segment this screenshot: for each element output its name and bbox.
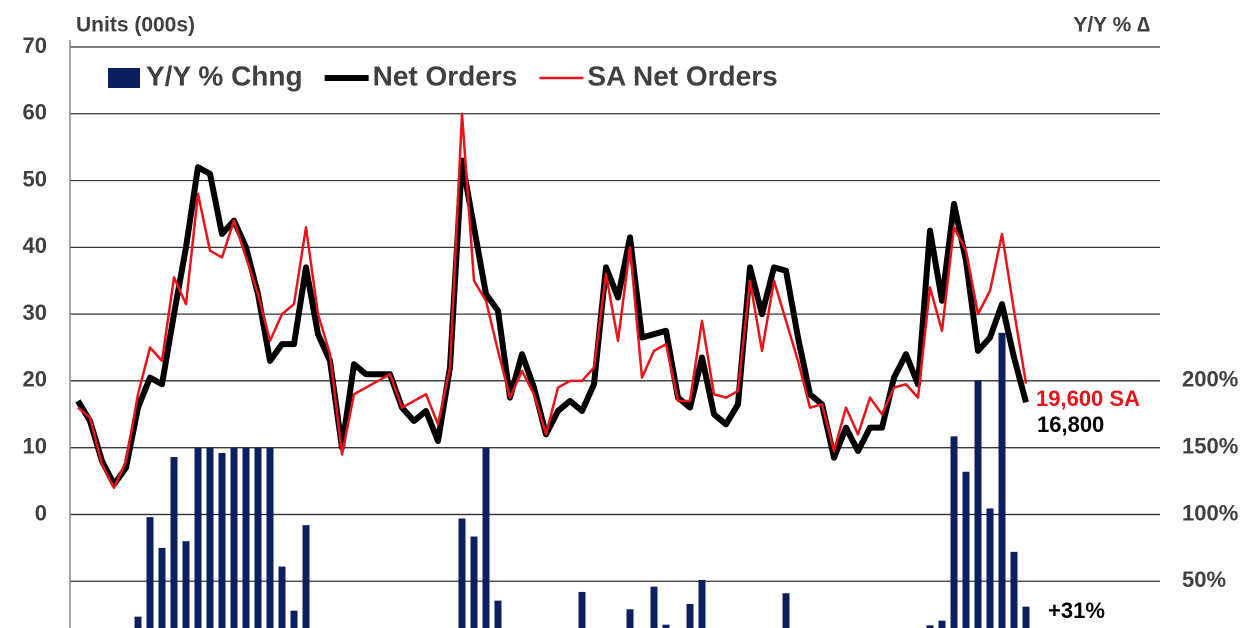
y2-tick-label: 150% bbox=[1182, 434, 1238, 459]
bar bbox=[1010, 551, 1018, 628]
y-tick-label: 50 bbox=[23, 166, 47, 191]
bar bbox=[662, 624, 670, 628]
bar bbox=[218, 453, 226, 628]
bar bbox=[650, 586, 658, 628]
bar bbox=[146, 517, 154, 628]
bar bbox=[1022, 606, 1030, 628]
bar bbox=[254, 447, 262, 628]
line-series bbox=[75, 157, 1029, 488]
bar bbox=[266, 447, 274, 628]
bar bbox=[482, 447, 490, 628]
bar bbox=[950, 436, 958, 628]
legend-label: Net Orders bbox=[373, 60, 518, 91]
y-tick-label: 20 bbox=[23, 367, 47, 392]
bar bbox=[134, 616, 142, 628]
bar bbox=[302, 525, 310, 628]
y-tick-label: 40 bbox=[23, 233, 47, 258]
y-tick-label: 70 bbox=[23, 33, 47, 58]
bar bbox=[194, 447, 202, 628]
line-series bbox=[77, 112, 1028, 490]
y-tick-label: 60 bbox=[23, 100, 47, 125]
y-tick-label: 10 bbox=[23, 434, 47, 459]
bar bbox=[242, 447, 250, 628]
bar bbox=[782, 593, 790, 628]
y-tick-label: 0 bbox=[35, 500, 47, 525]
data-label: 16,800 bbox=[1037, 412, 1104, 437]
bar bbox=[962, 471, 970, 628]
y2-tick-label: 100% bbox=[1182, 500, 1238, 525]
y-axis-title: Units (000s) bbox=[76, 14, 195, 37]
y-tick-label: 30 bbox=[23, 300, 47, 325]
bar bbox=[230, 447, 238, 628]
bar bbox=[626, 609, 634, 628]
data-label: +31% bbox=[1048, 598, 1105, 623]
y2-tick-label: 200% bbox=[1182, 367, 1238, 392]
bar bbox=[686, 603, 694, 628]
bar bbox=[470, 536, 478, 628]
bar bbox=[998, 332, 1006, 628]
bar bbox=[698, 579, 706, 628]
y2-axis-title: Y/Y % ∆ bbox=[1073, 14, 1150, 37]
bar bbox=[494, 600, 502, 628]
bar bbox=[938, 620, 946, 628]
y2-tick-label: 50% bbox=[1182, 567, 1226, 592]
bar bbox=[926, 625, 934, 628]
bar bbox=[206, 447, 214, 628]
legend-label: Y/Y % Chng bbox=[146, 60, 303, 91]
bar bbox=[182, 541, 190, 628]
bar bbox=[290, 610, 298, 628]
bar bbox=[974, 380, 982, 628]
bar bbox=[278, 566, 286, 628]
legend-swatch bbox=[108, 68, 140, 88]
legend-label: SA Net Orders bbox=[587, 60, 777, 91]
bar bbox=[170, 457, 178, 628]
bar bbox=[158, 547, 166, 628]
bar bbox=[986, 508, 994, 628]
bar bbox=[458, 518, 466, 628]
plot-area bbox=[75, 112, 1030, 628]
data-label: 19,600 SA bbox=[1036, 386, 1140, 411]
bar bbox=[578, 591, 586, 628]
